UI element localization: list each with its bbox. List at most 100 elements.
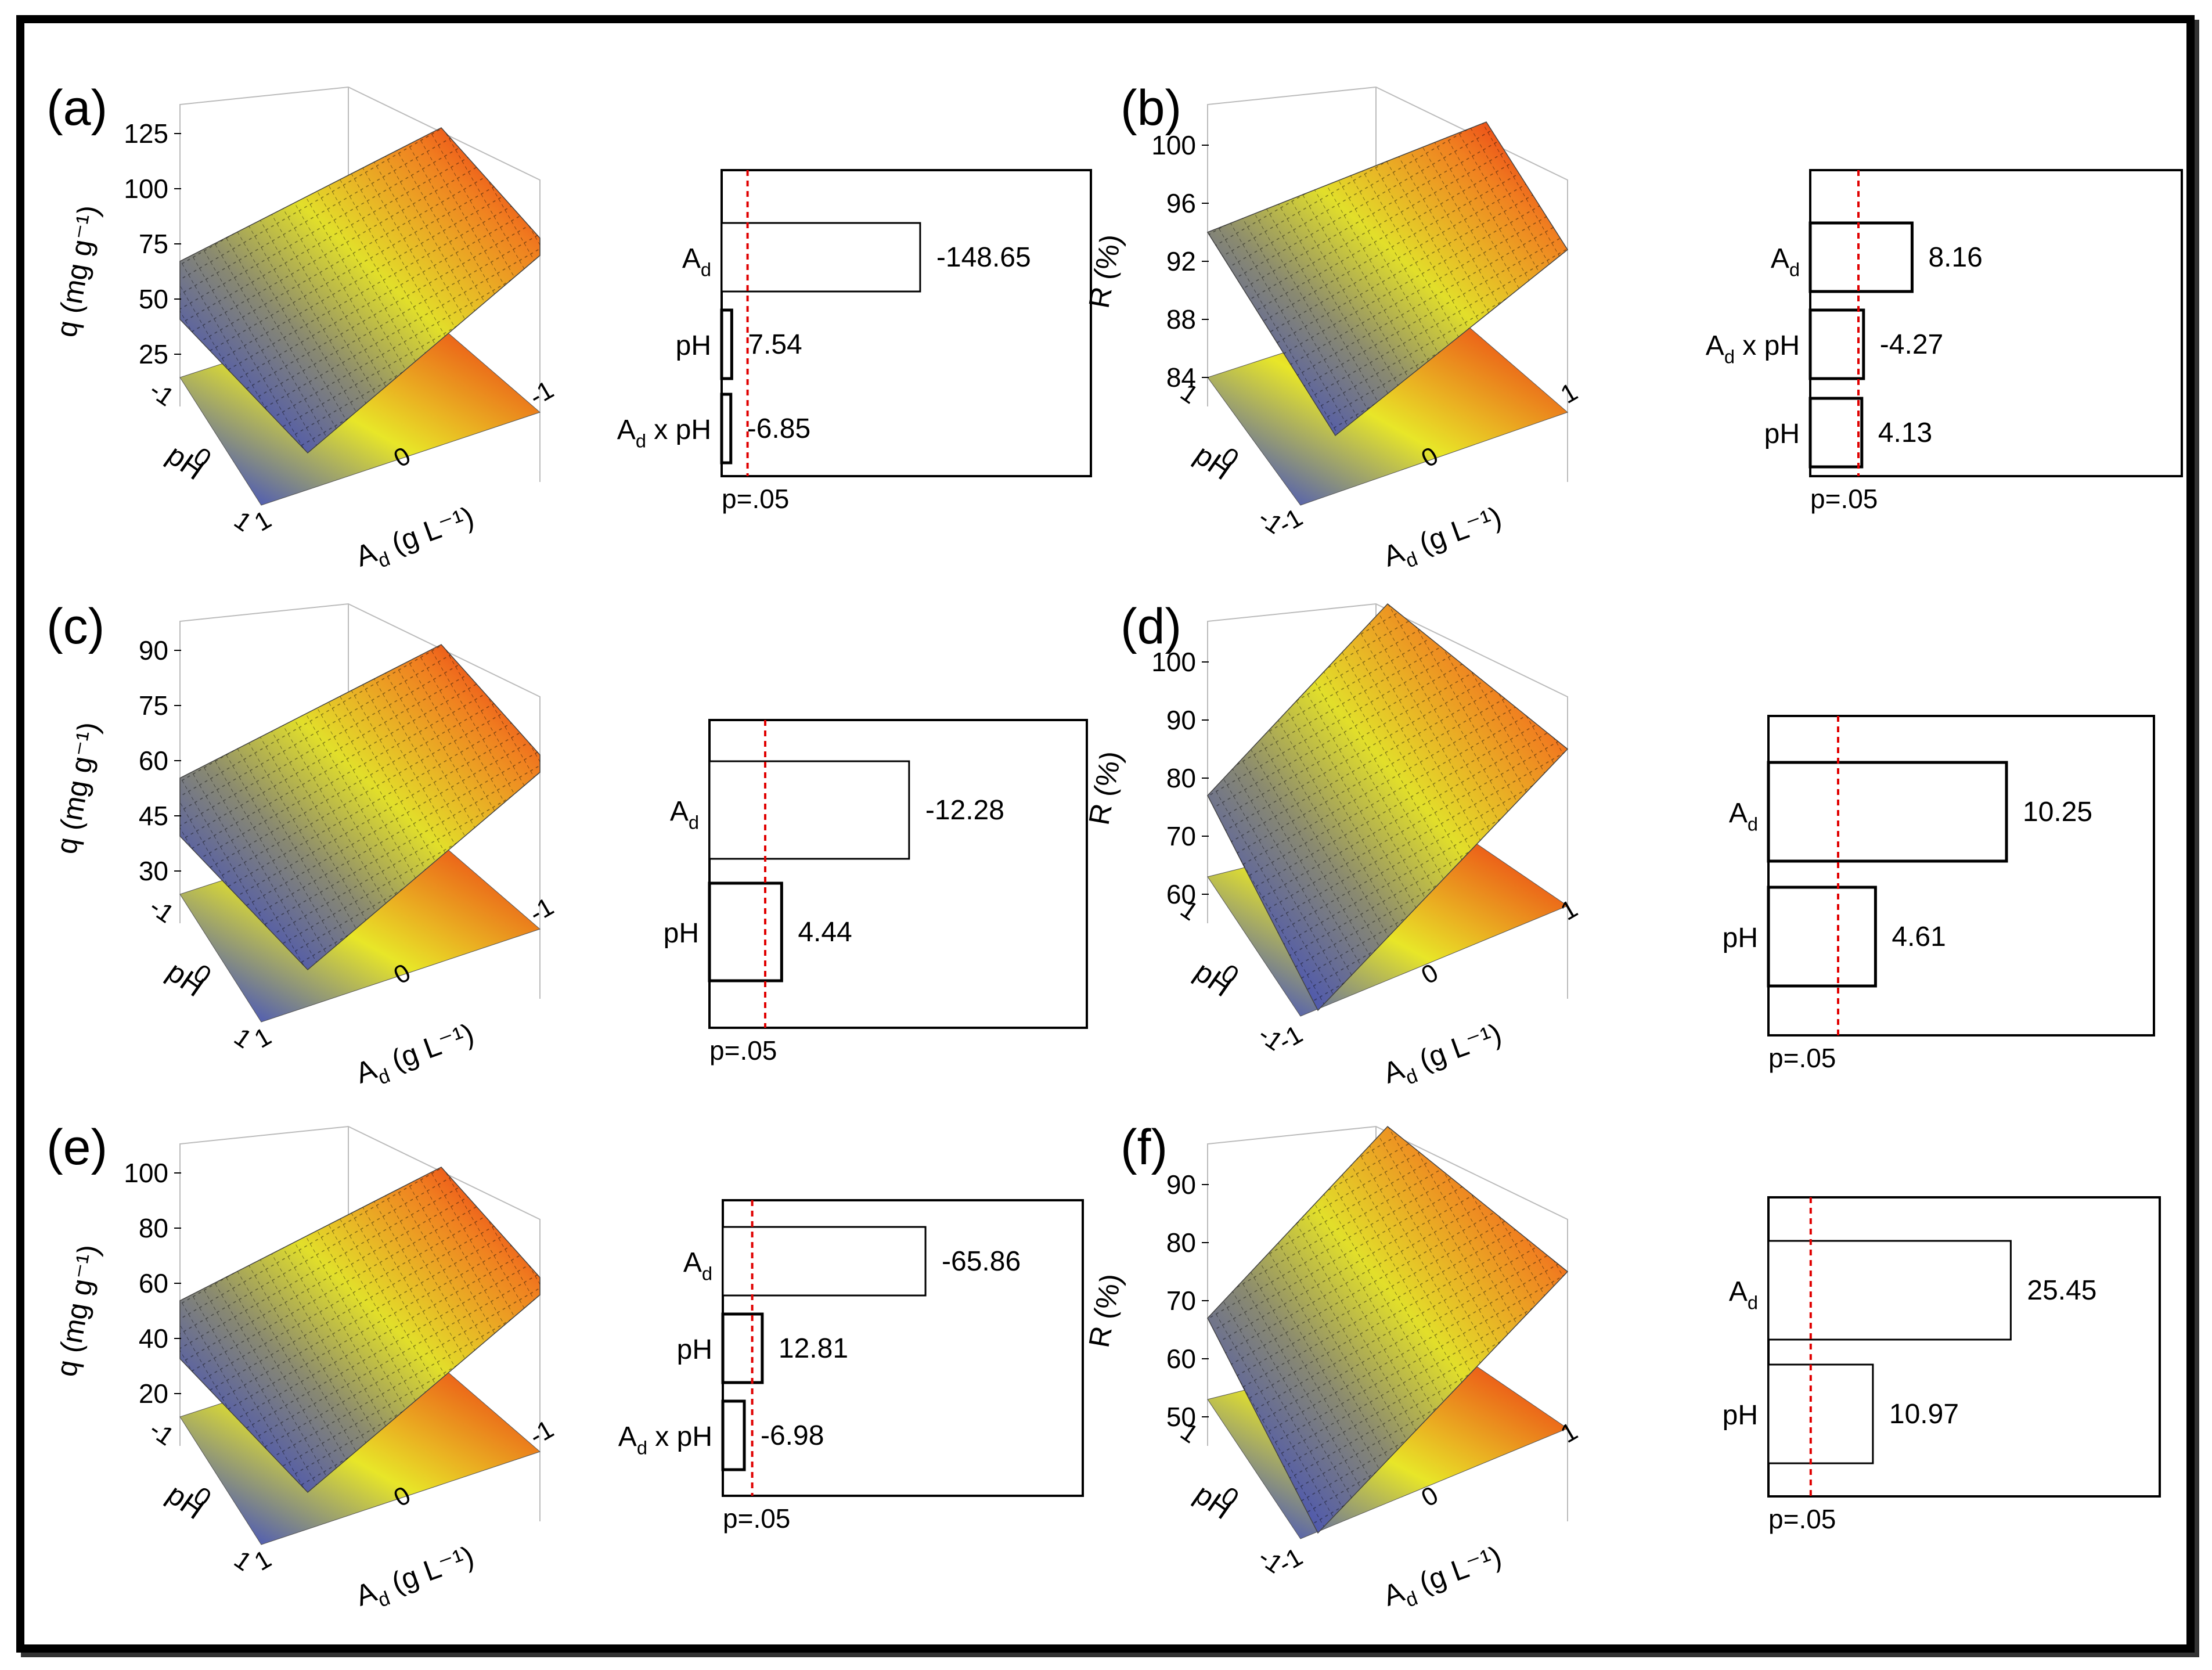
x-tick-label-0: 1: [250, 505, 276, 537]
z-tick-label-3: 100: [124, 174, 168, 204]
surface-mesh: [1208, 1126, 1568, 1533]
z-tick-label-2: 60: [139, 1268, 168, 1298]
bar-category-label-0: Ad: [670, 796, 699, 833]
bar-value-label-2: 4.13: [1878, 418, 1932, 448]
z-axis-label: q (mg g⁻¹): [50, 719, 105, 856]
x-tick-label-2: 1: [1556, 894, 1583, 926]
bar-0: [708, 760, 910, 860]
bar-category-label-1: pH: [676, 330, 711, 361]
bar-category-label-0: Ad: [1729, 798, 1758, 834]
bar-value-label-0: -12.28: [925, 795, 1004, 826]
x-axis-label: Ad (g L⁻¹): [351, 500, 480, 578]
bar-category-label-1: pH: [1723, 1400, 1758, 1431]
z-tick-label-3: 80: [139, 1213, 168, 1243]
z-tick-label-4: 100: [1151, 130, 1196, 160]
bar-category-label-0: Ad: [1729, 1276, 1758, 1313]
bar-category-label-1: pH: [677, 1334, 712, 1365]
pareto-chart-c: -12.28 Ad 4.44 pH p=.05: [664, 719, 1088, 1066]
x-tick-label-2: 1: [1556, 377, 1583, 409]
x-tick-label-0: -1: [1274, 503, 1307, 539]
z-tick-label-4: 90: [1166, 1169, 1196, 1200]
bar-1: [721, 1312, 764, 1384]
x-axis-label: Ad (g L⁻¹): [1379, 500, 1508, 578]
x-tick-label-0: -1: [1274, 1542, 1307, 1578]
pareto-chart-f: 25.45 Ad 10.97 pH p=.05: [1723, 1196, 2161, 1534]
threshold-label: p=.05: [722, 484, 789, 514]
z-tick-label-4: 90: [139, 635, 168, 665]
pareto-chart-a: -148.65 Ad 7.54 pH -6.85 Ad x pH p=.05: [617, 169, 1092, 514]
z-tick-label-1: 88: [1166, 304, 1196, 334]
bar-1: [1808, 308, 1865, 380]
threshold-label: p=.05: [723, 1503, 790, 1534]
bar-value-label-0: -148.65: [936, 242, 1031, 273]
z-tick-label-2: 75: [139, 229, 168, 259]
bar-0: [720, 222, 921, 293]
z-axis-label: q (mg g⁻¹): [50, 1242, 105, 1379]
bar-category-label-2: Ad x pH: [617, 415, 711, 451]
x-axis-label: Ad (g L⁻¹): [1379, 1539, 1508, 1618]
x-tick-label-0: 1: [250, 1022, 276, 1054]
bar-1: [1767, 1363, 1874, 1464]
bar-value-label-1: 7.54: [748, 329, 802, 360]
panel-label-f: (f): [1121, 1120, 1168, 1175]
bar-category-label-1: Ad x pH: [1706, 330, 1800, 367]
surface-mesh: [180, 1167, 540, 1492]
bar-value-label-0: 10.25: [2023, 797, 2092, 827]
z-tick-label-0: 84: [1166, 362, 1196, 393]
z-axis-label: R (%): [1083, 1271, 1127, 1350]
z-tick-label-0: 25: [139, 339, 168, 369]
surface-mesh: [1208, 604, 1568, 1010]
threshold-label: p=.05: [709, 1035, 777, 1066]
bar-2: [1808, 397, 1864, 469]
x-tick-label-2: 1: [1556, 1417, 1583, 1449]
bar-1: [1767, 886, 1877, 988]
panel-label-a: (a): [46, 80, 107, 136]
bar-value-label-0: 8.16: [1928, 242, 1982, 273]
z-tick-label-3: 80: [1166, 1228, 1196, 1258]
threshold-label: p=.05: [1810, 484, 1878, 514]
x-axis-label: Ad (g L⁻¹): [1379, 1017, 1508, 1095]
bar-1: [720, 308, 733, 380]
z-axis-label: R (%): [1083, 748, 1127, 827]
z-tick-label-1: 50: [139, 284, 168, 314]
bar-category-label-0: Ad: [683, 1247, 712, 1284]
bar-2: [721, 1399, 746, 1471]
bar-category-label-0: Ad: [682, 243, 711, 280]
bar-1: [708, 881, 783, 982]
x-axis-label: Ad (g L⁻¹): [351, 1017, 480, 1095]
surface-mesh: [180, 645, 540, 970]
z-tick-label-4: 100: [1151, 647, 1196, 677]
z-tick-label-0: 50: [1166, 1402, 1196, 1432]
z-tick-label-1: 45: [139, 801, 168, 831]
threshold-label: p=.05: [1768, 1043, 1836, 1073]
z-axis-label: q (mg g⁻¹): [50, 203, 105, 339]
panel-label-e: (e): [46, 1120, 107, 1175]
z-tick-label-3: 90: [1166, 705, 1196, 735]
x-tick-label-1: 0: [1417, 1481, 1443, 1513]
z-tick-label-2: 60: [139, 746, 168, 776]
z-tick-label-2: 70: [1166, 1286, 1196, 1316]
panel-label-c: (c): [46, 599, 105, 654]
bar-category-label-1: pH: [664, 918, 699, 949]
x-axis-label: Ad (g L⁻¹): [351, 1539, 480, 1618]
z-tick-label-2: 92: [1166, 246, 1196, 276]
y-tick-label-0: -1: [144, 892, 179, 929]
surface-mesh: [180, 128, 540, 453]
z-tick-label-0: 30: [139, 856, 168, 886]
bar-2: [720, 393, 733, 465]
z-tick-label-2: 80: [1166, 763, 1196, 793]
pareto-frame: [1767, 715, 2155, 1036]
y-tick-label-0: -1: [144, 376, 179, 412]
bar-category-label-2: Ad x pH: [618, 1421, 712, 1458]
bar-value-label-1: 10.97: [1889, 1399, 1959, 1430]
z-tick-label-4: 100: [124, 1158, 168, 1188]
z-tick-label-3: 75: [139, 690, 168, 721]
bar-value-label-0: -65.86: [942, 1246, 1021, 1277]
x-tick-label-1: 0: [1417, 958, 1443, 990]
